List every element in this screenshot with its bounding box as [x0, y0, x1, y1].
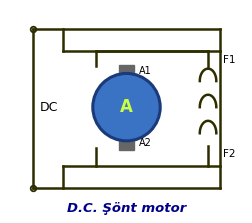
Text: DC: DC — [39, 101, 58, 114]
Text: F2: F2 — [222, 149, 234, 159]
FancyBboxPatch shape — [118, 140, 134, 150]
Circle shape — [92, 73, 160, 141]
Text: A1: A1 — [138, 66, 151, 76]
FancyBboxPatch shape — [118, 65, 134, 74]
Text: D.C. Şönt motor: D.C. Şönt motor — [67, 202, 185, 215]
Text: A: A — [120, 98, 132, 116]
Text: A2: A2 — [138, 138, 151, 148]
Text: F1: F1 — [222, 55, 234, 65]
